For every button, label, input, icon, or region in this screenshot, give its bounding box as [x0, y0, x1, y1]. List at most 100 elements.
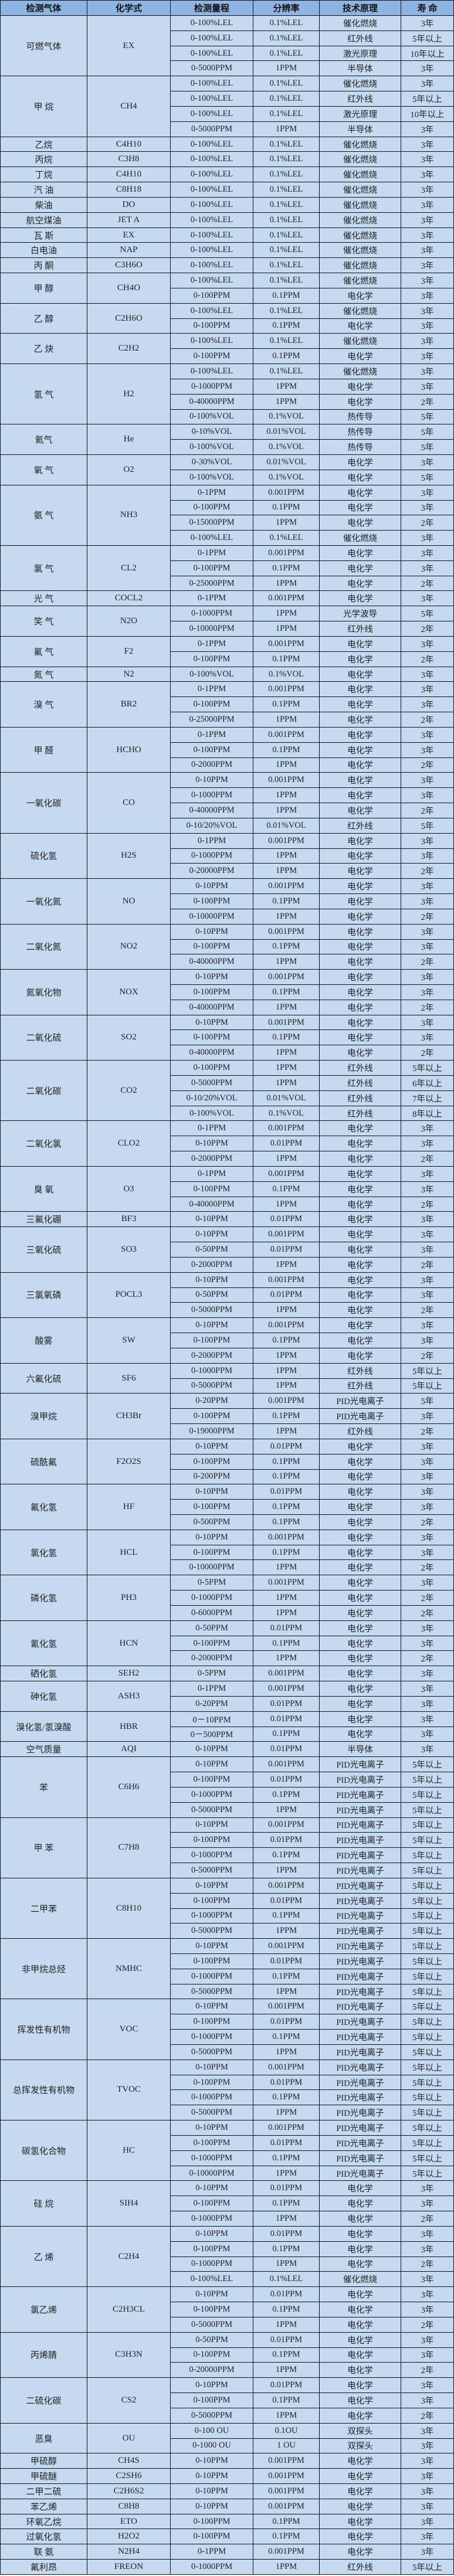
resolution-cell: 0.01PPM — [253, 1484, 320, 1500]
lifespan-cell: 3年 — [401, 2241, 454, 2257]
range-cell: 0-100%LEL — [170, 212, 253, 228]
principle-cell: 电化学 — [319, 287, 401, 304]
resolution-cell: 1 OU — [253, 2438, 320, 2454]
range-cell: 0-10PPM — [170, 1136, 253, 1152]
gas-name-cell: 二氧化碳 — [0, 1060, 87, 1122]
formula-cell: NO — [87, 878, 171, 925]
gas-name-cell: 笑 气 — [0, 606, 87, 637]
table-row: 氯化氢 HCL 0-10PPM 0.001PPM 电化学 3年 — [0, 1529, 454, 1576]
table-row: 氧 气 O2 0-30%VOL 0.01%VOL 电化学 3年 — [0, 454, 454, 485]
gas-name-cell: 氟化氢 — [0, 1484, 87, 1530]
range-cell: 0-10PPM — [170, 772, 253, 789]
principle-cell: 电化学 — [319, 1635, 401, 1651]
resolution-cell: 0.001PPM — [253, 2498, 320, 2514]
lifespan-cell: 5年以上 — [401, 1060, 454, 1076]
formula-cell: H2O2 — [87, 2529, 171, 2545]
principle-cell: 电化学 — [319, 969, 401, 985]
principle-cell: 电化学 — [319, 1136, 401, 1152]
formula-cell: NMHC — [87, 1938, 171, 2000]
gas-name-cell: 硒化氢 — [0, 1666, 87, 1682]
resolution-cell: 0.001PPM — [253, 1756, 320, 1773]
range-cell: 0-1000 OU — [170, 2438, 253, 2454]
principle-cell: 电化学 — [319, 1590, 401, 1606]
table-row: 0-1000 OU 1 OU 双探头 3年 — [1, 2438, 454, 2454]
table-row: 过氧化氢 H2O2 0-100PPM 0.1PPM 电化学 3年 — [0, 2529, 454, 2545]
resolution-cell: 0.1%LEL — [253, 136, 320, 152]
resolution-cell: 0.001PPM — [253, 2120, 320, 2136]
gas-name-cell: 丙烯腈 — [0, 2332, 87, 2378]
table-row: 0-100%LEL 0.1%LEL 催化燃烧 3年 — [1, 530, 454, 546]
principle-cell: PID光电离子 — [319, 2029, 401, 2045]
principle-cell: 电化学 — [319, 2377, 401, 2394]
range-cell: 0-5000PPM — [170, 1983, 253, 2000]
resolution-cell: 0.01%VOL — [253, 454, 320, 470]
formula-cell: HBR — [87, 1711, 171, 1742]
principle-cell: 催化燃烧 — [319, 257, 401, 274]
table-row: 挥发性有机物 VOC 0-10PPM 0.001PPM PID光电离子 5年以上 — [0, 1999, 454, 2060]
table-row: 0-1000PPM 0.1PPM PID光电离子 5年以上 — [1, 2029, 454, 2045]
table-row: 0-25000PPM 1PPM 电化学 2年 — [1, 575, 454, 592]
range-cell: 0-100%VOL — [170, 439, 253, 456]
formula-cell: He — [87, 424, 171, 456]
table-row: 硫化氢 H2S 0-1PPM 0.001PPM 电化学 3年 — [0, 832, 454, 879]
range-cell: 0-10000PPM — [170, 1559, 253, 1576]
lifespan-cell: 3年 — [401, 2498, 454, 2514]
range-cell: 0-100PPM — [170, 1333, 253, 1348]
range-cell: 0-10PPM — [170, 1741, 253, 1758]
range-cell: 0-100PPM — [170, 1832, 253, 1848]
lifespan-cell: 2年 — [401, 2407, 454, 2424]
resolution-cell: 0.001PPM — [253, 1938, 320, 1954]
lifespan-cell: 3年 — [401, 303, 454, 319]
lifespan-cell: 2年 — [401, 1605, 454, 1621]
range-cell: 0-500PPM — [170, 1514, 253, 1530]
lifespan-cell: 5年以上 — [401, 1908, 454, 1924]
range-cell: 0-100PPM — [170, 742, 253, 758]
range-cell: 0-100%LEL — [170, 166, 253, 183]
range-cell: 0-5000PPM — [170, 2044, 253, 2060]
lifespan-cell: 3年 — [401, 2377, 454, 2394]
table-row: 0-5000PPM 1PPM PID光电离子 5年以上 — [1, 1983, 454, 2000]
table-row: 二甲二硫 C2H6S2 0-10PPM 0.001PPM 电化学 3年 — [0, 2483, 454, 2499]
principle-cell: 电化学 — [319, 2529, 401, 2545]
range-cell: 0-100%VOL — [170, 1105, 253, 1122]
resolution-cell: 0.1%VOL — [253, 439, 320, 456]
range-cell: 0-1000PPM — [170, 378, 253, 395]
range-cell: 0-100PPM — [170, 499, 253, 516]
resolution-cell: 1PPM — [253, 2407, 320, 2424]
lifespan-cell: 5年以上 — [401, 2059, 454, 2075]
table-row: 非甲烷总烃 NMHC 0-10PPM 0.001PPM PID光电离子 5年以上 — [0, 1938, 454, 2000]
principle-cell: 红外线 — [319, 91, 401, 107]
resolution-cell: 0.1%LEL — [253, 227, 320, 243]
resolution-cell: 0.1PPM — [253, 2513, 320, 2530]
resolution-cell: 0.1%LEL — [253, 303, 320, 319]
resolution-cell: 0.001PPM — [253, 2059, 320, 2075]
gas-name-cell: 乙 醇 — [0, 303, 87, 334]
resolution-cell: 0.01PPM — [253, 2286, 320, 2303]
lifespan-cell: 5年 — [401, 424, 454, 440]
formula-cell: C8H10 — [87, 1877, 171, 1939]
formula-cell: C2SH6 — [87, 2468, 171, 2484]
lifespan-cell: 7年以上 — [401, 1090, 454, 1106]
lifespan-cell: 3年 — [401, 363, 454, 379]
principle-cell: 电化学 — [319, 2498, 401, 2514]
table-row: 苯 C6H6 0-10PPM 0.001PPM PID光电离子 5年以上 — [0, 1756, 454, 1818]
table-row: 六氟化硫 SF6 0-1000PPM 1PPM 红外线 5年以上 — [0, 1362, 454, 1394]
principle-cell: 电化学 — [319, 1181, 401, 1197]
range-cell: 0-100%LEL — [170, 242, 253, 259]
principle-cell: 电化学 — [319, 848, 401, 864]
range-cell: 0-2000PPM — [170, 757, 253, 773]
gas-name-cell: 磷化氢 — [0, 1575, 87, 1621]
range-cell: 0－500PPM — [170, 1726, 253, 1742]
range-cell: 0-25000PPM — [170, 712, 253, 728]
table-body: 可燃气体 EX 0-100%LEL 0.1%LEL 催化燃烧 3年 0-100%LEL 0.1… — [0, 15, 454, 2575]
resolution-cell: 0.001PPM — [253, 1120, 320, 1137]
gas-name-cell: 甲 醇 — [0, 273, 87, 304]
principle-cell: 催化燃烧 — [319, 303, 401, 319]
lifespan-cell: 5年以上 — [401, 1953, 454, 1969]
gas-name-cell: 丙烷 — [0, 151, 87, 168]
principle-cell: 激光原理 — [319, 106, 401, 122]
table-row: 乙烷 C4H10 0-100%LEL 0.1%LEL 催化燃烧 3年 — [0, 136, 454, 152]
range-cell: 0-100%LEL — [170, 91, 253, 107]
resolution-cell: 0.1PPM — [253, 696, 320, 713]
lifespan-cell: 3年 — [401, 742, 454, 758]
